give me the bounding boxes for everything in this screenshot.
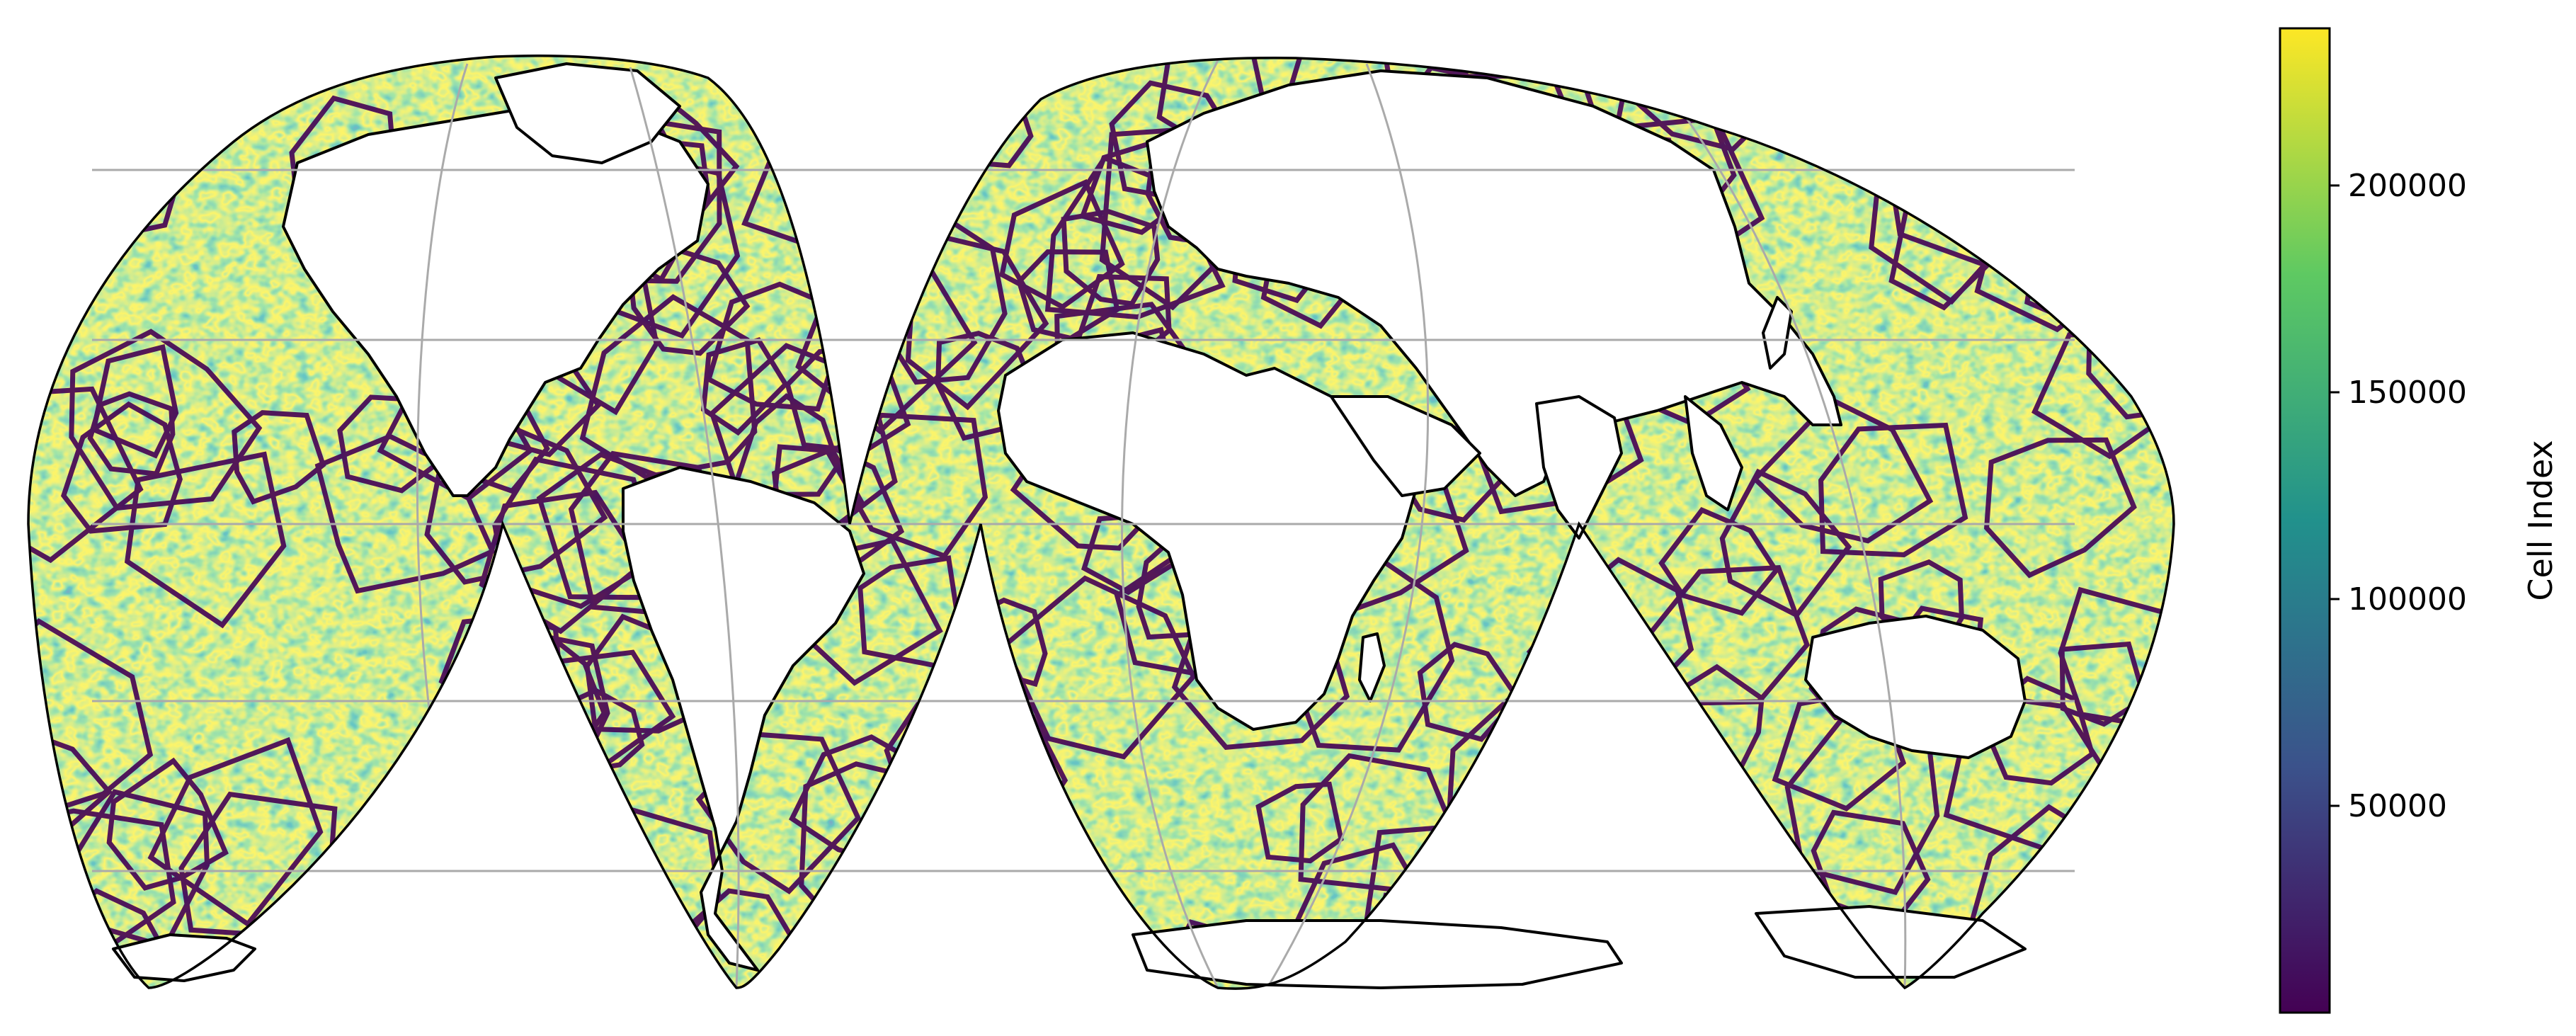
cell-boundary [1751, 396, 1934, 544]
cell-boundary [479, 489, 646, 634]
colorbar-label: Cell Index [2521, 440, 2560, 600]
land-madagascar [1358, 632, 1386, 702]
cell-boundary [106, 757, 229, 891]
cell-boundary [1719, 468, 1852, 619]
cell-boundary [1275, 842, 1457, 989]
colorbar-tick-label: 200000 [2348, 168, 2467, 204]
cell-boundary [1818, 422, 1968, 557]
cell-boundary [1255, 781, 1344, 864]
cell-boundary [87, 391, 176, 477]
cell-boundary [124, 451, 287, 629]
meridian-line [1677, 106, 1907, 989]
land-antarctica-far-east [1755, 905, 2027, 979]
land-australia [1804, 615, 2027, 759]
land-africa [997, 331, 1418, 731]
meridian-line [1266, 63, 1430, 989]
projection-outline [27, 55, 2175, 990]
land-antarctica-west [112, 933, 256, 982]
cell-boundary [1984, 437, 2137, 579]
cell-boundary [2059, 641, 2148, 727]
meridian-line [1121, 59, 1219, 989]
colorbar-tick-label: 100000 [2348, 581, 2467, 617]
cell-boundary [232, 410, 326, 505]
cell-boundary [424, 423, 608, 585]
colorbar-ticks: 50000 100000 150000 200000 [2330, 168, 2467, 824]
land-masses [112, 62, 2027, 989]
cell-boundary [492, 456, 661, 610]
cell-boundary [1658, 507, 1779, 616]
cell-boundary [579, 294, 758, 480]
cell-boundary [1417, 642, 1521, 742]
land-eurasia [1146, 69, 1842, 497]
cell-boundary [91, 343, 179, 459]
cell-boundary [700, 337, 789, 436]
meridian-line [629, 67, 740, 989]
cell-boundary [60, 401, 183, 534]
land-south-america [622, 466, 865, 972]
cell-boundary [999, 178, 1125, 310]
land-arabia [1330, 395, 1481, 497]
cell-boundary [1061, 209, 1161, 307]
cell-boundary [826, 412, 988, 559]
cell-boundary [695, 732, 862, 895]
colorbar-gradient [2279, 27, 2331, 1014]
land-southeast-asia [1684, 395, 1743, 511]
land-india [1535, 395, 1623, 540]
cell-boundary [28, 617, 154, 825]
colorbar-tick-label: 150000 [2348, 375, 2467, 411]
cell-boundary [147, 736, 324, 928]
cell-boundary [734, 393, 841, 497]
colorbar-tick-label: 50000 [2348, 788, 2447, 824]
cell-boundary [69, 329, 263, 511]
